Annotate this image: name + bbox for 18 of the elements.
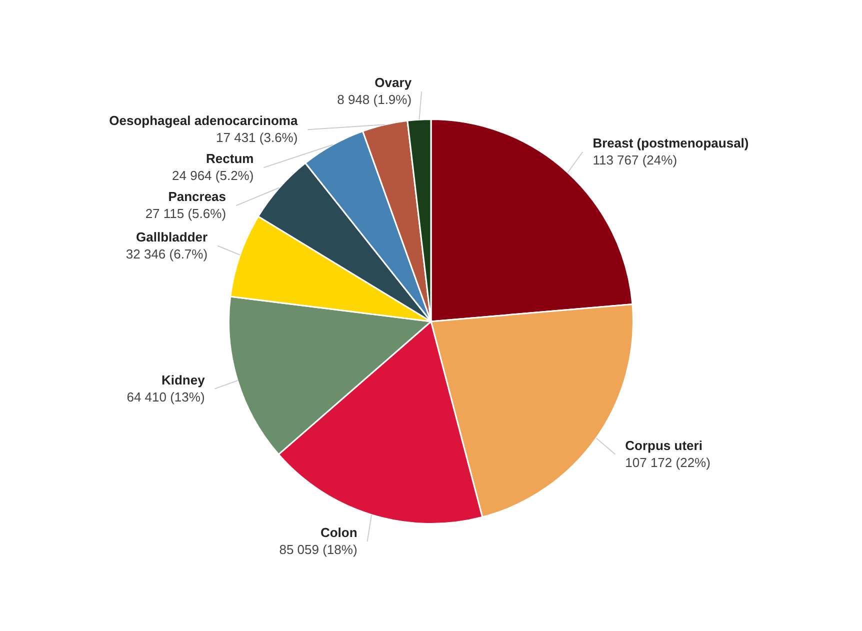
data-label: 64 410 (13%) [126, 389, 205, 404]
slice-label: Pancreas [168, 189, 226, 204]
data-label: 113 767 (24%) [592, 152, 678, 168]
data-label: 27 115 (5.6%) [145, 206, 226, 222]
data-label: 85 059 (18%) [279, 542, 358, 558]
data-label: 8 948 (1.9%) [337, 92, 412, 108]
data-label: 107 172 (22%) [625, 454, 710, 470]
data-label: 32 346 (6.7%) [126, 246, 208, 262]
slice-label: Gallbladder [136, 229, 208, 244]
slice-label: Corpus uteri [625, 438, 702, 453]
slice-label: Colon [320, 525, 358, 540]
slice-label: Ovary [374, 75, 412, 90]
slice-label: Rectum [206, 151, 254, 166]
data-label: 17 431 (3.6%) [216, 130, 298, 146]
slice-label: Breast (postmenopausal) [592, 135, 749, 150]
slice-label: Kidney [161, 372, 206, 388]
data-label: 24 964 (5.2%) [172, 168, 254, 184]
slice-label: Oesophageal adenocarcinoma [109, 113, 298, 128]
